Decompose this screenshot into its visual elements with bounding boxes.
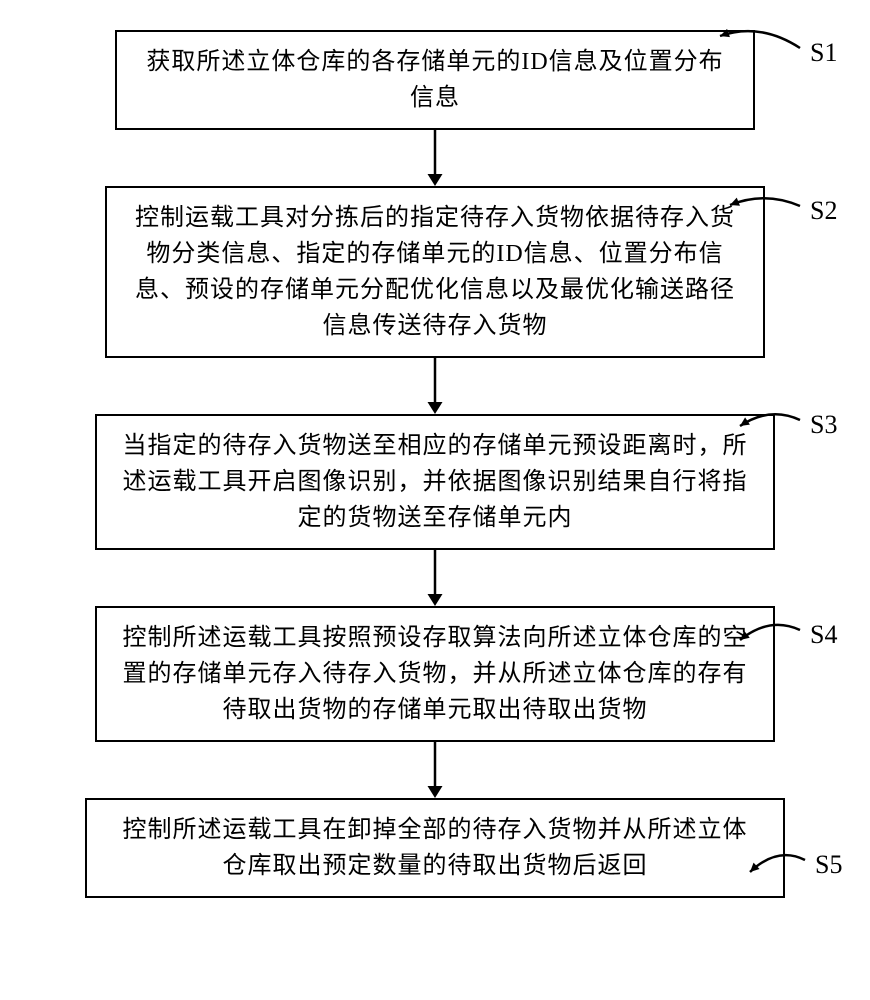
connector-s3 (720, 400, 820, 446)
connector-s2 (710, 185, 820, 226)
flowchart-container: 获取所述立体仓库的各存储单元的ID信息及位置分布信息控制运载工具对分拣后的指定待… (40, 30, 830, 898)
flow-step-s1: 获取所述立体仓库的各存储单元的ID信息及位置分布信息 (115, 30, 755, 130)
connector-s1 (700, 16, 820, 68)
flow-arrow-4 (40, 742, 830, 798)
flow-step-s5: 控制所述运载工具在卸掉全部的待存入货物并从所述立体仓库取出预定数量的待取出货物后… (85, 798, 785, 898)
flow-step-s4: 控制所述运载工具按照预设存取算法向所述立体仓库的空置的存储单元存入待存入货物，并… (95, 606, 775, 742)
connector-s5 (730, 840, 825, 892)
connector-s4 (720, 610, 820, 660)
flow-step-s2: 控制运载工具对分拣后的指定待存入货物依据待存入货物分类信息、指定的存储单元的ID… (105, 186, 765, 358)
flow-arrow-1 (40, 130, 830, 186)
flow-arrow-3 (40, 550, 830, 606)
flow-step-s3: 当指定的待存入货物送至相应的存储单元预设距离时，所述运载工具开启图像识别，并依据… (95, 414, 775, 550)
flow-arrow-2 (40, 358, 830, 414)
